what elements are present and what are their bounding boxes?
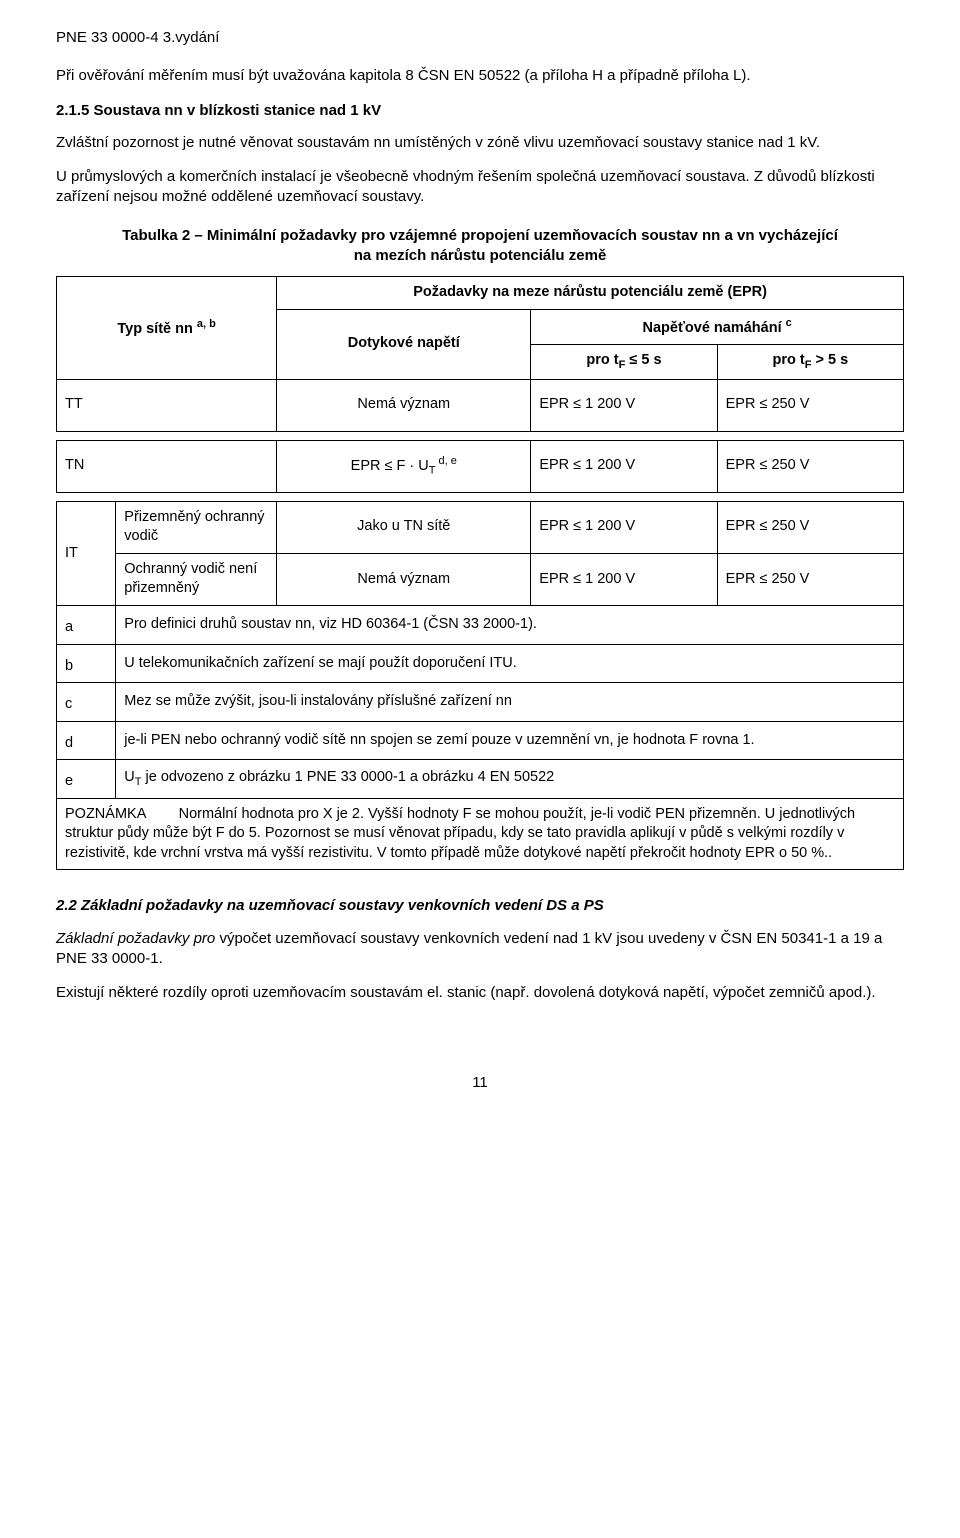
table2-note-a: a Pro definici druhů soustav nn, viz HD …	[57, 605, 904, 644]
table2-note-b: b U telekomunikačních zařízení se mají p…	[57, 644, 904, 683]
table2-col-tf-gt: pro tF > 5 s	[717, 344, 903, 379]
table2-stress-header: Napěťové namáhání c	[531, 309, 904, 344]
section-22-p1: Základní požadavky pro výpočet uzemňovac…	[56, 929, 904, 970]
table2-title: Tabulka 2 – Minimální požadavky pro vzáj…	[120, 226, 840, 267]
table2b: TN EPR ≤ F · UT d, e EPR ≤ 1 200 V EPR ≤…	[56, 440, 904, 493]
section-215-title: 2.1.5 Soustava nn v blízkosti stanice na…	[56, 101, 904, 121]
table2-row-tn: TN EPR ≤ F · UT d, e EPR ≤ 1 200 V EPR ≤…	[57, 440, 904, 492]
table2-note-d: d je-li PEN nebo ochranný vodič sítě nn …	[57, 721, 904, 760]
table2-poznamka: POZNÁMKA Normální hodnota pro X je 2. Vy…	[57, 798, 904, 870]
page-number: 11	[56, 1073, 904, 1093]
table2-note-e: e UT je odvozeno z obrázku 1 PNE 33 0000…	[57, 760, 904, 799]
table2c: IT Přizemněný ochranný vodič Jako u TN s…	[56, 501, 904, 871]
section-215-p2: U průmyslových a komerčních instalací je…	[56, 167, 904, 208]
table2-note-c: c Mez se může zvýšit, jsou-li instalován…	[57, 683, 904, 722]
document-header: PNE 33 0000-4 3.vydání	[56, 28, 904, 48]
section-22-p2: Existují některé rozdíly oproti uzemňova…	[56, 983, 904, 1003]
intro-paragraph: Při ověřování měřením musí být uvažována…	[56, 66, 904, 86]
table2-req-header: Požadavky na meze nárůstu potenciálu zem…	[277, 277, 904, 310]
table2-type-header: Typ sítě nn a, b	[57, 277, 277, 380]
table2: Typ sítě nn a, b Požadavky na meze nárůs…	[56, 276, 904, 432]
table2-row-it-1: IT Přizemněný ochranný vodič Jako u TN s…	[57, 501, 904, 553]
section-215-p1: Zvláštní pozornost je nutné věnovat sous…	[56, 133, 904, 153]
table2-row-tt: TT Nemá význam EPR ≤ 1 200 V EPR ≤ 250 V	[57, 379, 904, 431]
table2-col-tf-le: pro tF ≤ 5 s	[531, 344, 717, 379]
section-22-title: 2.2 Základní požadavky na uzemňovací sou…	[56, 896, 904, 916]
table2-row-it-2: Ochranný vodič není přizemněný Nemá význ…	[57, 553, 904, 605]
table2-touch-header: Dotykové napětí	[277, 309, 531, 379]
